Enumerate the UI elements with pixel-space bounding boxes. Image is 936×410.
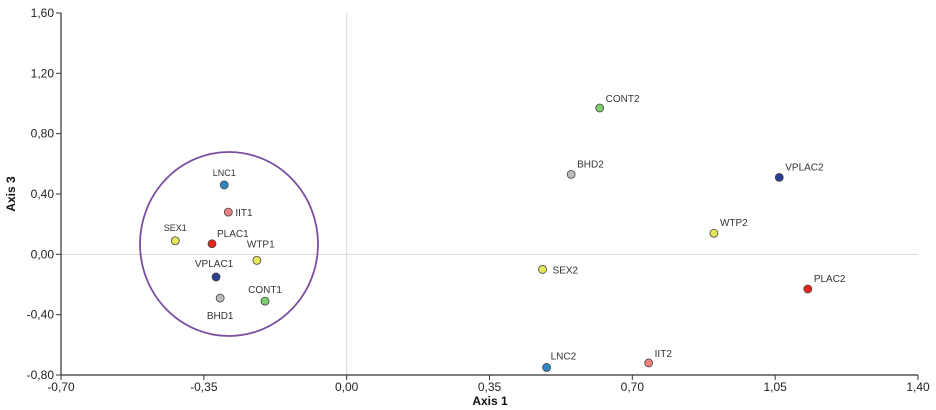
point-bhd1 xyxy=(215,293,225,303)
y-tick-label: 0,80 xyxy=(31,127,55,141)
point-label-lnc2: LNC2 xyxy=(551,351,577,362)
x-tick-label: -0,70 xyxy=(47,380,75,394)
point-label-wtp2: WTP2 xyxy=(720,218,748,229)
point-label-cont2: CONT2 xyxy=(606,94,640,105)
x-tick-label: 0,00 xyxy=(335,380,359,394)
x-tick-label: 1,05 xyxy=(763,380,787,394)
point-label-bhd1: BHD1 xyxy=(207,311,234,322)
x-tick-label: 0,35 xyxy=(478,380,502,394)
point-lnc2 xyxy=(542,363,552,372)
point-wtp2 xyxy=(709,228,719,238)
point-wtp1 xyxy=(252,255,262,265)
point-plac2 xyxy=(803,284,813,294)
y-tick-label: -0,80 xyxy=(27,368,55,382)
point-label-cont1: CONT1 xyxy=(248,285,282,296)
point-iit2 xyxy=(644,358,654,368)
point-label-iit1: IIT1 xyxy=(235,208,253,219)
point-iit1 xyxy=(223,207,233,217)
point-label-bhd2: BHD2 xyxy=(577,159,604,170)
y-tick-label: 0,00 xyxy=(31,247,55,261)
point-label-plac1: PLAC1 xyxy=(217,229,249,240)
point-bhd2 xyxy=(566,169,576,179)
x-tick-label: 0,70 xyxy=(621,380,645,394)
point-label-sex1: SEX1 xyxy=(164,223,187,233)
y-tick-label: 1,20 xyxy=(31,66,55,80)
point-label-wtp1: WTP1 xyxy=(247,239,275,250)
point-vplac1 xyxy=(211,272,221,282)
point-label-iit2: IIT2 xyxy=(655,349,673,360)
y-tick-label: -0,40 xyxy=(27,308,55,322)
point-label-vplac2: VPLAC2 xyxy=(785,162,824,173)
x-tick-label: 1,40 xyxy=(906,380,930,394)
point-lnc1 xyxy=(219,180,229,190)
x-axis-title: Axis 1 xyxy=(472,394,508,408)
y-tick-label: 0,40 xyxy=(31,187,55,201)
point-vplac2 xyxy=(774,173,784,182)
y-axis-title: Axis 3 xyxy=(4,176,18,212)
point-cont1 xyxy=(260,296,270,306)
point-sex2 xyxy=(538,265,547,274)
y-tick-label: 1,60 xyxy=(31,6,55,20)
cluster-ellipse xyxy=(139,151,319,337)
point-label-sex2: SEX2 xyxy=(553,265,579,276)
point-plac1 xyxy=(207,239,217,249)
point-label-lnc1: LNC1 xyxy=(213,168,236,178)
point-cont2 xyxy=(595,103,605,113)
point-label-plac2: PLAC2 xyxy=(814,274,846,285)
cluster-annotation xyxy=(139,151,319,337)
point-label-vplac1: VPLAC1 xyxy=(195,259,234,270)
axes: -0,70 -0,35 0,00 0,35 0,70 1,05 1,40 -0,80 -0,40… xyxy=(27,6,930,394)
point-sex1 xyxy=(170,236,180,246)
x-tick-label: -0,35 xyxy=(190,380,218,394)
